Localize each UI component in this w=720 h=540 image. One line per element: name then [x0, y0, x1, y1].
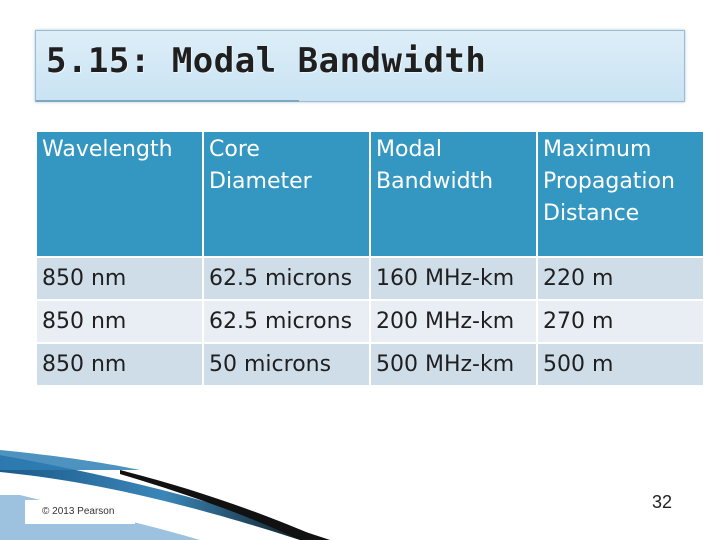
cell-core-diameter: 62.5 microns	[202, 256, 371, 301]
cell-wavelength: 850 nm	[35, 342, 204, 387]
cell-wavelength: 850 nm	[35, 256, 204, 301]
cell-max-distance: 220 m	[536, 256, 705, 301]
table-row: 850 nm 62.5 microns 160 MHz-km 220 m	[35, 256, 705, 301]
slide-title: 5.15: Modal Bandwidth	[46, 41, 487, 81]
title-box: 5.15: Modal Bandwidth	[35, 30, 685, 102]
bandwidth-table: Wavelength Core Diameter Modal Bandwidth…	[35, 130, 705, 387]
table-row: 850 nm 62.5 microns 200 MHz-km 270 m	[35, 299, 705, 344]
header-max-distance: Maximum Propagation Distance	[536, 130, 705, 258]
header-core-diameter: Core Diameter	[202, 130, 371, 258]
cell-modal-bandwidth: 200 MHz-km	[369, 299, 538, 344]
table-header-row: Wavelength Core Diameter Modal Bandwidth…	[35, 130, 705, 258]
table-row: 850 nm 50 microns 500 MHz-km 500 m	[35, 342, 705, 387]
cell-wavelength: 850 nm	[35, 299, 204, 344]
footer-swoosh	[0, 450, 330, 540]
slide-number: 32	[652, 492, 673, 512]
title-underline	[36, 100, 299, 102]
cell-max-distance: 270 m	[536, 299, 705, 344]
header-wavelength: Wavelength	[35, 130, 204, 258]
cell-modal-bandwidth: 160 MHz-km	[369, 256, 538, 301]
cell-modal-bandwidth: 500 MHz-km	[369, 342, 538, 387]
cell-core-diameter: 62.5 microns	[202, 299, 371, 344]
cell-max-distance: 500 m	[536, 342, 705, 387]
header-modal-bandwidth: Modal Bandwidth	[369, 130, 538, 258]
copyright-notice: © 2013 Pearson	[42, 506, 115, 517]
cell-core-diameter: 50 microns	[202, 342, 371, 387]
